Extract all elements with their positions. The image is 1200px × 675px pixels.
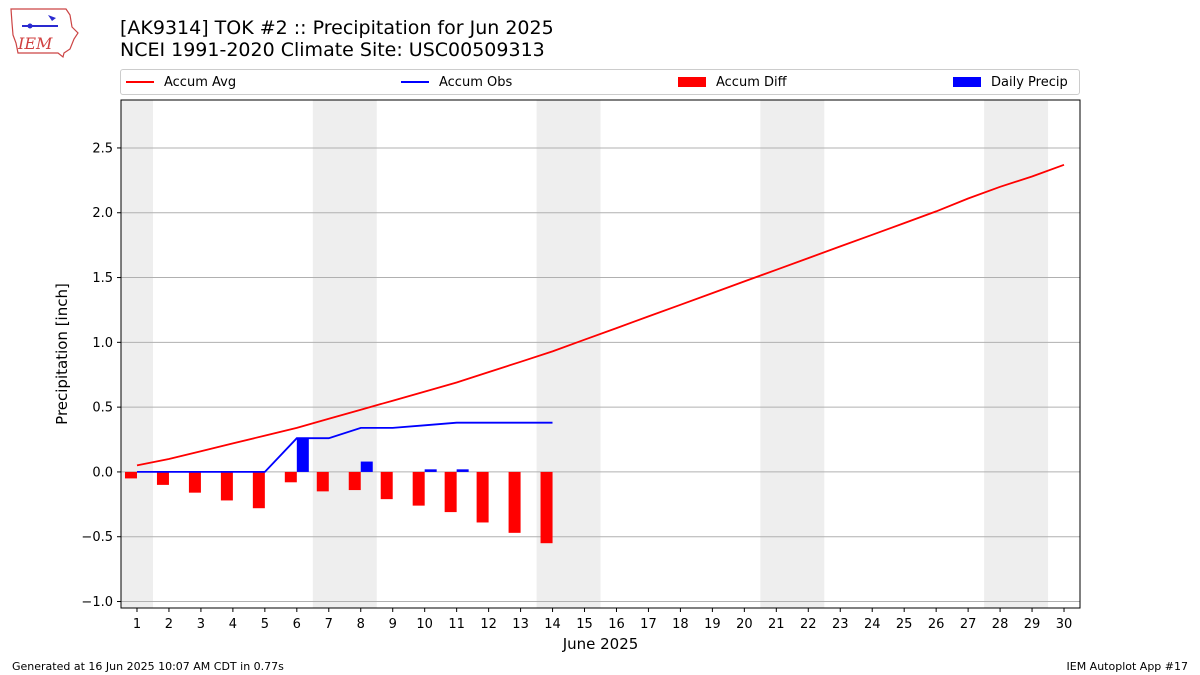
legend-item-daily-precip: Daily Precip xyxy=(953,70,1068,94)
xtick-label-22: 22 xyxy=(800,617,817,632)
bar-accum-diff-day-1 xyxy=(124,471,137,479)
weekend-band-1 xyxy=(312,100,377,608)
bar-accum-diff-day-14 xyxy=(540,471,553,544)
bar-accum-diff-day-9 xyxy=(380,471,393,500)
xtick-label-27: 27 xyxy=(960,617,977,632)
footer-generated: Generated at 16 Jun 2025 10:07 AM CDT in… xyxy=(12,660,284,673)
bar-accum-diff-day-5 xyxy=(252,471,265,509)
xtick-label-23: 23 xyxy=(832,617,849,632)
ytick-label-7: 2.5 xyxy=(92,141,113,156)
xtick-label-30: 30 xyxy=(1056,617,1073,632)
xtick-label-5: 5 xyxy=(261,617,269,632)
xtick-label-7: 7 xyxy=(325,617,333,632)
iem-logo: IEM xyxy=(8,5,80,59)
xtick-label-20: 20 xyxy=(736,617,753,632)
plot-frame xyxy=(120,99,1081,609)
xtick-label-11: 11 xyxy=(448,617,465,632)
ytick-label-2: 0.0 xyxy=(92,465,113,480)
bar-accum-diff-day-2 xyxy=(156,471,169,485)
xtick-label-4: 4 xyxy=(229,617,237,632)
xtick-label-17: 17 xyxy=(640,617,657,632)
footer-app: IEM Autoplot App #17 xyxy=(1066,660,1189,673)
logo-text: IEM xyxy=(17,34,53,53)
legend-label-accum-diff: Accum Diff xyxy=(716,74,787,90)
ytick-label-3: 0.5 xyxy=(92,401,113,416)
xtick-label-14: 14 xyxy=(544,617,561,632)
xtick-label-10: 10 xyxy=(416,617,433,632)
xtick-label-2: 2 xyxy=(165,617,173,632)
xtick-label-9: 9 xyxy=(389,617,397,632)
bar-daily-precip-day-6 xyxy=(296,438,309,472)
y-axis-label: Precipitation [inch] xyxy=(53,283,71,425)
legend-item-accum-obs: Accum Obs xyxy=(401,70,512,94)
bar-daily-precip-day-10 xyxy=(424,469,437,472)
bar-accum-diff-day-6 xyxy=(284,471,297,483)
xtick-label-15: 15 xyxy=(576,617,593,632)
chart-subtitle: NCEI 1991-2020 Climate Site: USC00509313 xyxy=(120,39,545,61)
line-accum-avg xyxy=(136,163,1065,467)
xtick-label-25: 25 xyxy=(896,617,913,632)
xtick-label-29: 29 xyxy=(1024,617,1041,632)
xtick-label-28: 28 xyxy=(992,617,1009,632)
legend-item-accum-avg: Accum Avg xyxy=(126,70,236,94)
chart-title: [AK9314] TOK #2 :: Precipitation for Jun… xyxy=(120,17,554,39)
ytick-label-6: 2.0 xyxy=(92,206,113,221)
bar-daily-precip-day-8 xyxy=(360,461,373,472)
weekend-band-0 xyxy=(121,100,153,608)
legend-item-accum-diff: Accum Diff xyxy=(678,70,787,94)
xtick-label-13: 13 xyxy=(512,617,529,632)
bar-accum-diff-day-12 xyxy=(476,471,489,523)
xtick-label-24: 24 xyxy=(864,617,881,632)
bar-accum-diff-day-3 xyxy=(188,471,201,493)
legend-swatch-accum-obs xyxy=(401,81,429,83)
ytick-label-4: 1.0 xyxy=(92,336,113,351)
legend-label-accum-avg: Accum Avg xyxy=(164,74,237,90)
xtick-label-16: 16 xyxy=(608,617,625,632)
legend-swatch-accum-avg xyxy=(126,81,154,83)
xtick-label-18: 18 xyxy=(672,617,689,632)
xtick-label-8: 8 xyxy=(357,617,365,632)
xtick-label-12: 12 xyxy=(480,617,497,632)
bar-accum-diff-day-7 xyxy=(316,471,329,492)
legend-label-accum-obs: Accum Obs xyxy=(439,74,513,90)
ytick-label-5: 1.5 xyxy=(92,271,113,286)
xtick-label-6: 6 xyxy=(293,617,301,632)
legend-label-daily-precip: Daily Precip xyxy=(991,74,1068,90)
bar-accum-diff-day-13 xyxy=(508,471,521,533)
bar-daily-precip-day-11 xyxy=(456,469,469,472)
legend-swatch-daily-precip xyxy=(953,77,981,87)
bar-accum-diff-day-11 xyxy=(444,471,457,513)
xtick-label-1: 1 xyxy=(133,617,141,632)
xtick-label-26: 26 xyxy=(928,617,945,632)
xtick-label-19: 19 xyxy=(704,617,721,632)
bar-accum-diff-day-8 xyxy=(348,471,361,491)
xtick-label-3: 3 xyxy=(197,617,205,632)
legend: Accum Avg Accum Obs Accum Diff Daily Pre… xyxy=(120,69,1080,95)
xtick-label-21: 21 xyxy=(768,617,785,632)
bar-accum-diff-day-4 xyxy=(220,471,233,501)
weekend-band-3 xyxy=(760,100,825,608)
x-axis-label: June 2025 xyxy=(562,635,639,653)
ytick-label-0: −1.0 xyxy=(81,595,113,610)
weekend-band-4 xyxy=(984,100,1049,608)
line-accum-obs xyxy=(137,421,553,473)
legend-swatch-accum-diff xyxy=(678,77,706,87)
ytick-label-1: −0.5 xyxy=(81,530,113,545)
bar-accum-diff-day-10 xyxy=(412,471,425,506)
